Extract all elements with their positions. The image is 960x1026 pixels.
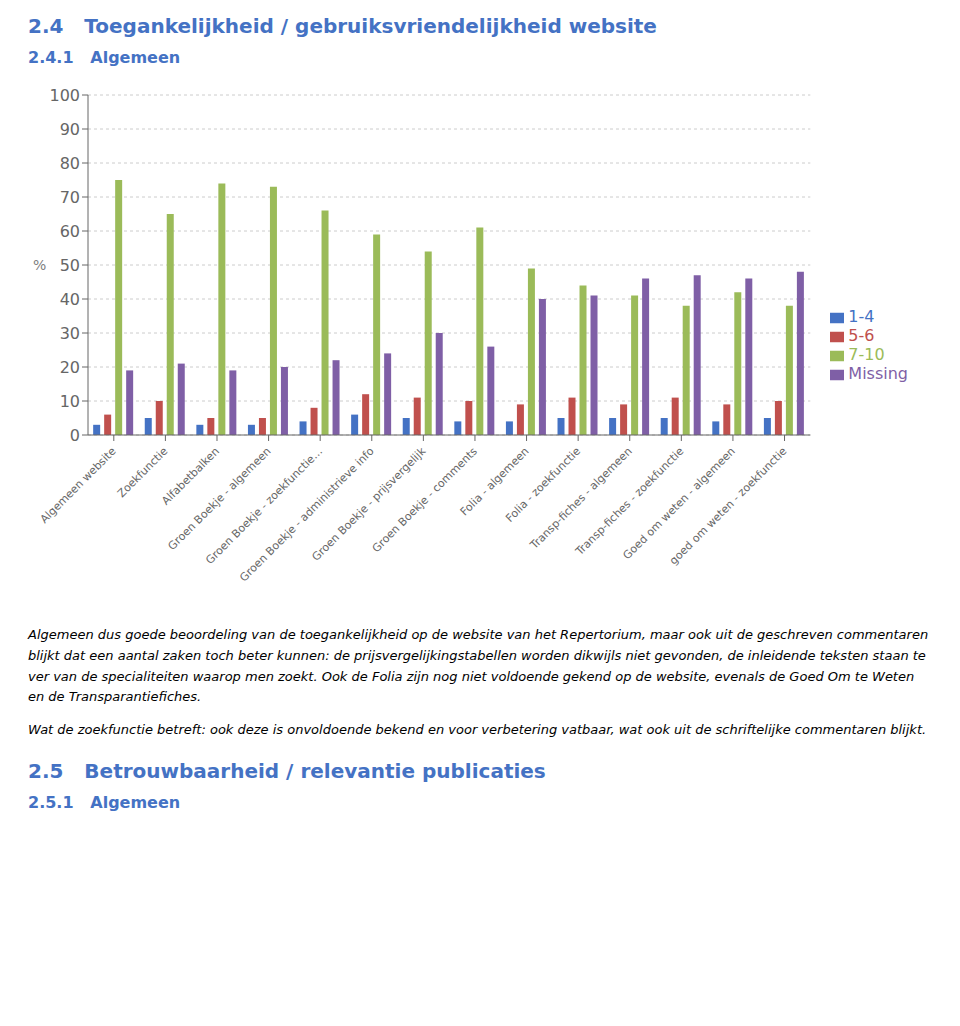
svg-text:Groen Boekje - zoekfunctie…: Groen Boekje - zoekfunctie… xyxy=(203,444,326,567)
svg-text:10: 10 xyxy=(60,392,80,411)
html-text:2.4.1 Algemeen: 2.4.1 Algemeen xyxy=(28,48,181,67)
svg-text:60: 60 xyxy=(60,222,80,241)
svg-text:20: 20 xyxy=(60,358,80,377)
svg-text:0: 0 xyxy=(70,426,80,445)
svg-text:%: % xyxy=(33,257,46,273)
svg-text:30: 30 xyxy=(60,324,80,343)
svg-text:80: 80 xyxy=(60,154,80,173)
html-text:Algemeen dus goede beoordeling: Algemeen dus goede beoordeling van de to… xyxy=(28,627,929,705)
svg-text:Transp-fiches - zoekfunctie: Transp-fiches - zoekfunctie xyxy=(572,445,686,559)
svg-text:Groen Boekje - algemeen: Groen Boekje - algemeen xyxy=(166,445,274,553)
svg-text:Groen Boekje - administrieve i: Groen Boekje - administrieve info xyxy=(237,444,377,585)
html-text:5-6: 5-6 xyxy=(848,326,875,345)
svg-text:40: 40 xyxy=(60,290,80,309)
svg-text:Groen Boekje - prijsvergelijk: Groen Boekje - prijsvergelijk xyxy=(309,444,429,564)
html-text:1-4: 1-4 xyxy=(848,307,875,326)
svg-text:100: 100 xyxy=(49,86,80,105)
svg-text:Goed om weten - algemeen: Goed om weten - algemeen xyxy=(620,444,738,563)
svg-text:90: 90 xyxy=(60,120,80,139)
svg-text:Zoekfunctie: Zoekfunctie xyxy=(115,445,171,501)
svg-text:Alfabetbalken: Alfabetbalken xyxy=(159,444,222,508)
html-text:2.5 Betrouwbaarheid / relevant: 2.5 Betrouwbaarheid / relevantie publica… xyxy=(28,759,546,783)
html-text:2.4 Toegankelijkheid / gebruik: 2.4 Toegankelijkheid / gebruiksvriendeli… xyxy=(28,14,657,38)
svg-text:Folia - zoekfunctie: Folia - zoekfunctie xyxy=(503,444,584,525)
svg-text:Transp-fiches - algemeen: Transp-fiches - algemeen xyxy=(527,445,635,553)
svg-text:70: 70 xyxy=(60,188,80,207)
html-text:7-10: 7-10 xyxy=(848,345,885,364)
html-text:Wat de zoekfunctie betreft: oo: Wat de zoekfunctie betreft: ook deze is … xyxy=(28,722,927,738)
html-text:2.5.1 Algemeen: 2.5.1 Algemeen xyxy=(28,793,181,812)
svg-text:Groen Boekje - comments: Groen Boekje - comments xyxy=(370,445,480,555)
html-text:Missing: Missing xyxy=(848,364,908,383)
svg-text:Folia - algemeen: Folia - algemeen xyxy=(457,444,532,519)
svg-text:Algemeen website: Algemeen website xyxy=(38,445,119,526)
svg-text:goed om weten - zoekfunctie: goed om weten - zoekfunctie xyxy=(667,445,790,568)
svg-text:50: 50 xyxy=(60,256,80,275)
